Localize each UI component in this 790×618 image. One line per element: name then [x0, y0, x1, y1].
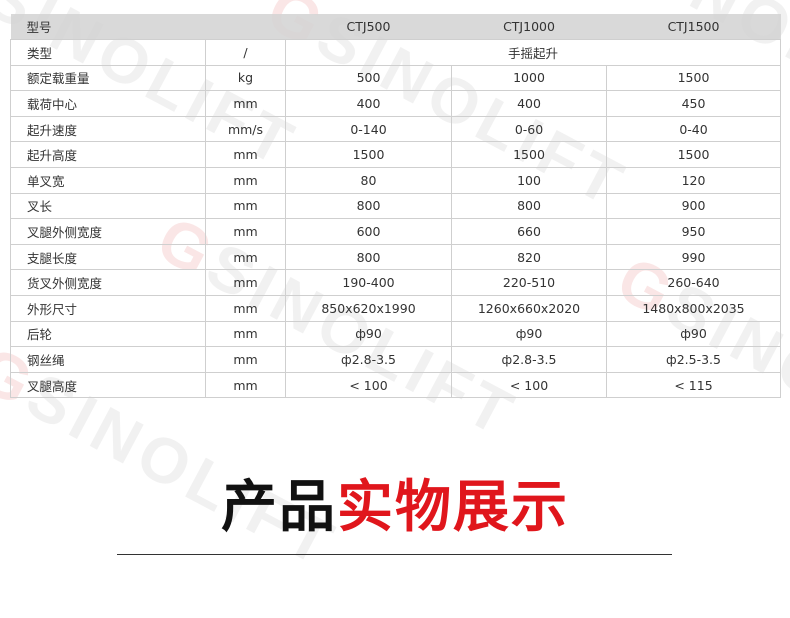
- row-value: 1500: [606, 64, 781, 92]
- row-value: ф2.8-3.5: [451, 346, 607, 373]
- table-row: 钢丝绳 mm ф2.8-3.5 ф2.8-3.5 ф2.5-3.5: [10, 346, 781, 373]
- row-unit: kg: [205, 64, 286, 92]
- row-value: 500: [285, 64, 452, 92]
- table-row: 起升速度 mm/s 0-140 0-60 0-40: [10, 115, 781, 143]
- row-value: 0-40: [606, 115, 781, 143]
- row-label: 起升高度: [10, 141, 206, 168]
- row-unit: mm: [205, 166, 286, 194]
- row-label: 叉长: [10, 192, 206, 220]
- table-row: 叉腿高度 mm < 100 < 100 < 115: [10, 371, 781, 399]
- row-value: 900: [606, 192, 781, 220]
- row-value: < 100: [285, 371, 452, 399]
- row-value: 1000: [451, 64, 607, 92]
- row-value: 1480x800x2035: [606, 294, 781, 322]
- row-value: 1500: [285, 141, 452, 168]
- table-row: 额定载重量 kg 500 1000 1500: [10, 64, 781, 92]
- table-row: 起升高度 mm 1500 1500 1500: [10, 141, 781, 168]
- row-unit: mm: [205, 141, 286, 168]
- row-value: ф90: [606, 320, 781, 348]
- row-unit: mm: [205, 90, 286, 117]
- row-value: 990: [606, 243, 781, 271]
- table-row: 货叉外侧宽度 mm 190-400 220-510 260-640: [10, 269, 781, 296]
- row-unit: mm: [205, 218, 286, 245]
- row-label: 货叉外侧宽度: [10, 269, 206, 296]
- row-value: 820: [451, 243, 607, 271]
- row-value: 950: [606, 218, 781, 245]
- row-value: < 115: [606, 371, 781, 399]
- section-title-black: 产品: [221, 475, 337, 540]
- row-unit: mm: [205, 371, 286, 399]
- row-label: 单叉宽: [10, 166, 206, 194]
- table-row: 叉腿外侧宽度 mm 600 660 950: [10, 218, 781, 245]
- row-value: ф90: [451, 320, 607, 348]
- row-value: 手摇起升: [285, 39, 781, 66]
- header-label: 型号: [10, 14, 206, 40]
- header-model: CTJ1500: [606, 14, 781, 40]
- row-value: 600: [285, 218, 452, 245]
- row-unit: mm: [205, 243, 286, 271]
- row-value: 1260x660x2020: [451, 294, 607, 322]
- section-title-red: 实物展示: [337, 475, 569, 540]
- row-value: 400: [451, 90, 607, 117]
- row-value: < 100: [451, 371, 607, 399]
- row-unit: mm: [205, 269, 286, 296]
- row-value: 450: [606, 90, 781, 117]
- row-value: 260-640: [606, 269, 781, 296]
- row-value: 0-140: [285, 115, 452, 143]
- row-value: 660: [451, 218, 607, 245]
- row-unit: mm/s: [205, 115, 286, 143]
- row-label: 钢丝绳: [10, 346, 206, 373]
- row-value: 190-400: [285, 269, 452, 296]
- row-value: 0-60: [451, 115, 607, 143]
- row-value: 850x620x1990: [285, 294, 452, 322]
- row-unit: mm: [205, 294, 286, 322]
- row-unit: /: [205, 39, 286, 66]
- header-model: CTJ500: [285, 14, 452, 40]
- row-value: ф90: [285, 320, 452, 348]
- row-label: 后轮: [10, 320, 206, 348]
- row-value: 120: [606, 166, 781, 194]
- row-unit: mm: [205, 192, 286, 220]
- row-value: ф2.8-3.5: [285, 346, 452, 373]
- section-title: 产品实物展示: [0, 462, 790, 543]
- row-label: 类型: [10, 39, 206, 66]
- table-row: 单叉宽 mm 80 100 120: [10, 166, 781, 194]
- row-value: 800: [285, 243, 452, 271]
- header-unit: [205, 14, 286, 40]
- row-value: 1500: [606, 141, 781, 168]
- table-row: 后轮 mm ф90 ф90 ф90: [10, 320, 781, 348]
- table-row: 类型 / 手摇起升: [10, 39, 781, 66]
- row-value: 800: [451, 192, 607, 220]
- row-label: 叉腿高度: [10, 371, 206, 399]
- header-row: 型号 CTJ500 CTJ1000 CTJ1500: [10, 14, 781, 40]
- table-row: 支腿长度 mm 800 820 990: [10, 243, 781, 271]
- row-label: 载荷中心: [10, 90, 206, 117]
- row-label: 起升速度: [10, 115, 206, 143]
- row-label: 支腿长度: [10, 243, 206, 271]
- row-unit: mm: [205, 320, 286, 348]
- row-value: 100: [451, 166, 607, 194]
- row-label: 额定载重量: [10, 64, 206, 92]
- row-value: 80: [285, 166, 452, 194]
- table-row: 叉长 mm 800 800 900: [10, 192, 781, 220]
- row-value: 800: [285, 192, 452, 220]
- table-row: 载荷中心 mm 400 400 450: [10, 90, 781, 117]
- row-value: 400: [285, 90, 452, 117]
- row-label: 叉腿外侧宽度: [10, 218, 206, 245]
- divider: [117, 554, 672, 555]
- row-value: 1500: [451, 141, 607, 168]
- row-unit: mm: [205, 346, 286, 373]
- spec-table: 型号 CTJ500 CTJ1000 CTJ1500 类型 / 手摇起升 额定载重…: [10, 14, 781, 399]
- row-label: 外形尺寸: [10, 294, 206, 322]
- table-row: 外形尺寸 mm 850x620x1990 1260x660x2020 1480x800x…: [10, 294, 781, 322]
- header-model: CTJ1000: [451, 14, 607, 40]
- row-value: 220-510: [451, 269, 607, 296]
- row-value: ф2.5-3.5: [606, 346, 781, 373]
